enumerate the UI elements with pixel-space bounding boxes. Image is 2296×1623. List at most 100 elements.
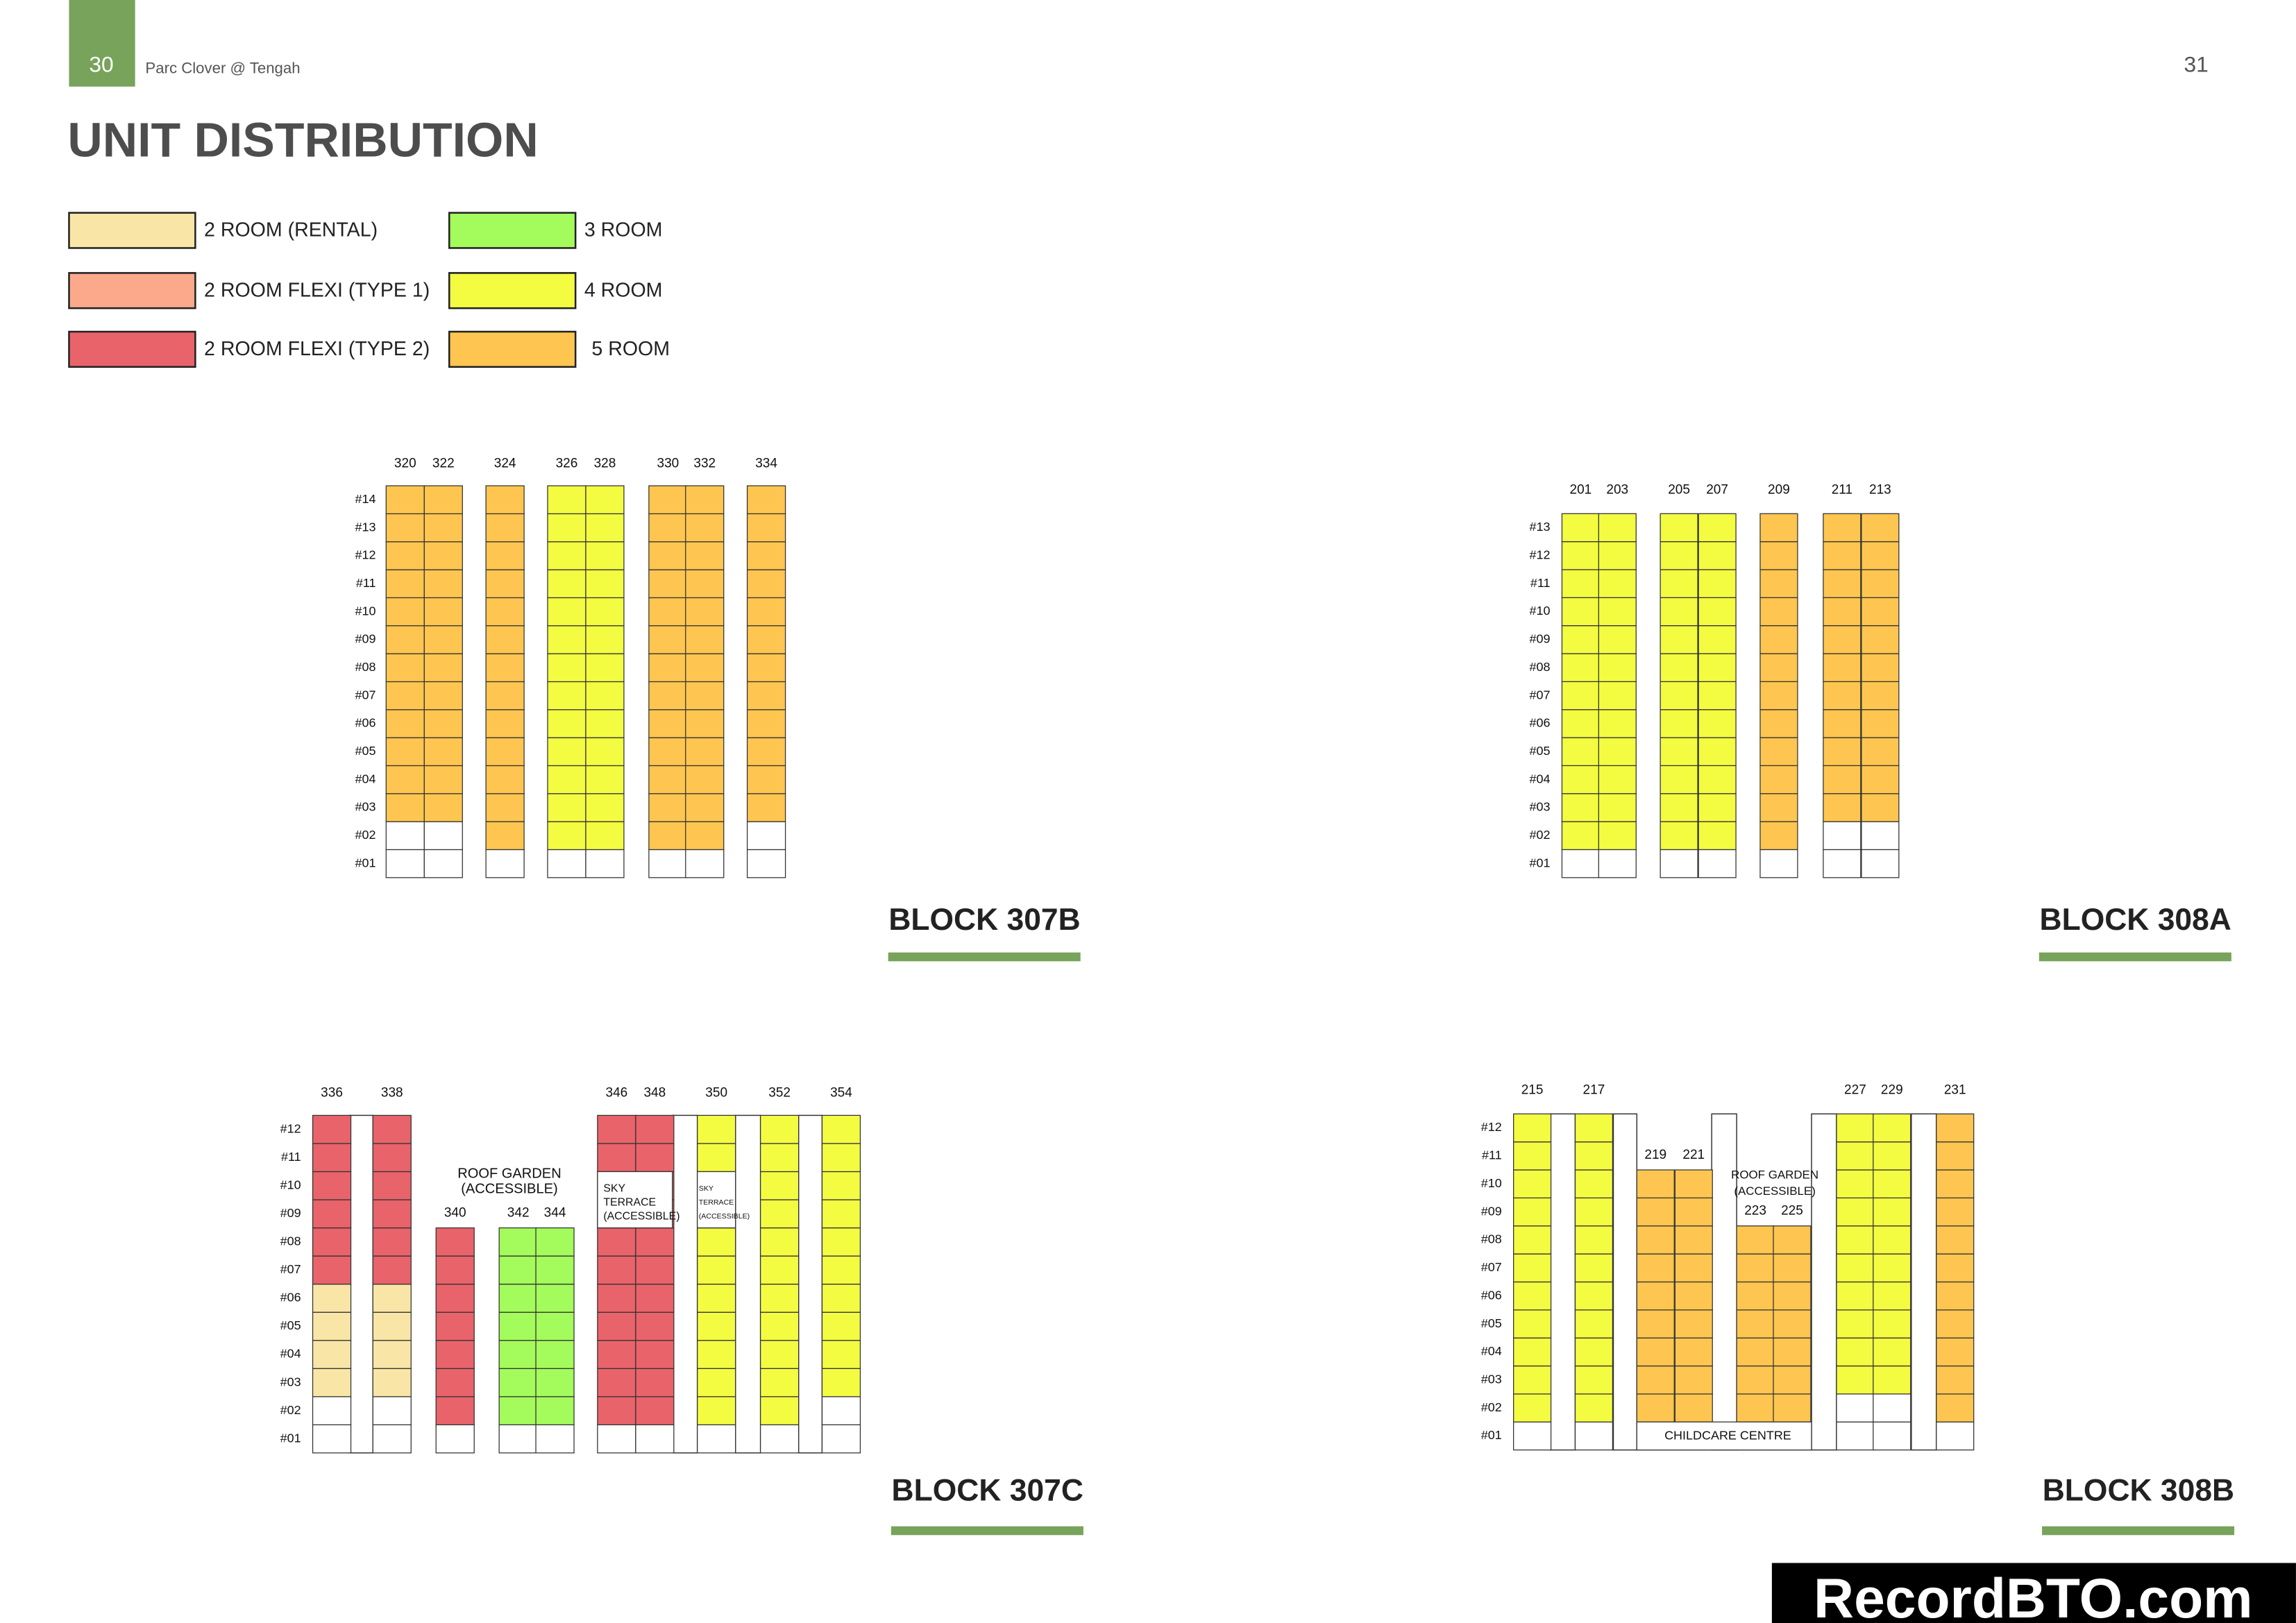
unit-number: 340 [444,1205,466,1220]
unit-cell [1861,625,1900,654]
unit-cell [423,541,463,570]
unit-cell [435,1284,475,1313]
unit-cell [485,765,525,794]
unit-cell [1660,541,1698,570]
unit-cell [1598,569,1637,598]
unit-cell [1773,1309,1812,1339]
unit-cell [1823,709,1862,738]
unit-cell [1598,821,1637,851]
unit-number: 344 [544,1205,566,1220]
floor-label: #06 [1530,716,1551,730]
unit-cell [821,1396,861,1425]
note-text: ROOF GARDEN [1731,1169,1818,1182]
unit-cell [1561,793,1601,822]
unit-cell [1873,1281,1911,1311]
unit-cell [1773,1337,1812,1367]
unit-cell [635,1368,675,1397]
unit-cell [648,653,688,683]
unit-cell [1561,849,1601,878]
unit-cell [1823,849,1862,878]
unit-cell [1736,1309,1775,1339]
unit-cell [760,1143,800,1173]
unit-cell [385,513,425,543]
unit-cell [547,513,586,543]
unit-cell [1759,709,1798,738]
unit-cell [485,849,525,878]
unit-cell [597,1424,636,1454]
block-title: BLOCK 307C [892,1474,1083,1508]
unit-cell [1561,569,1601,598]
unit-cell [635,1284,675,1313]
unit-cell [1936,1309,1975,1339]
unit-cell [1574,1197,1614,1227]
void-column [1612,1113,1638,1451]
unit-cell [535,1284,575,1313]
unit-cell [1861,541,1900,570]
unit-number: 215 [1521,1082,1544,1097]
unit-cell [585,709,625,738]
unit-cell [547,709,586,738]
unit-cell [385,653,425,683]
floor-label: #01 [1481,1428,1502,1442]
block-title: BLOCK 308A [2040,903,2231,937]
unit-number: 209 [1768,482,1790,497]
unit-cell [746,737,786,767]
unit-cell [1736,1253,1775,1283]
unit-cell [1759,681,1798,711]
unit-cell [385,765,425,794]
unit-cell [1698,569,1737,598]
unit-cell [385,597,425,627]
brand: Parc Clover @ Tengah [145,59,300,76]
unit-cell [1736,1225,1775,1255]
unit-cell [635,1340,675,1369]
unit-cell [1561,681,1601,711]
unit-cell [821,1171,861,1200]
unit-cell [1759,541,1798,570]
unit-cell [1861,681,1900,711]
unit-cell [372,1143,412,1173]
unit-cell [648,569,688,599]
unit-cell [1598,793,1637,822]
page-title: UNIT DISTRIBUTION [67,113,538,167]
unit-cell [485,569,525,599]
unit-cell [1561,737,1601,767]
legend-label: 5 ROOM [591,338,670,360]
unit-cell [385,793,425,822]
unit-cell [547,849,586,878]
unit-cell [312,1396,352,1425]
floor-label: #03 [1481,1372,1502,1386]
unit-cell [1698,625,1737,654]
unit-cell [821,1424,861,1454]
unit-cell [498,1284,538,1313]
unit-cell [423,737,463,767]
note-text: CHILDCARE CENTRE [1664,1428,1791,1442]
unit-cell [1736,1365,1775,1395]
unit-cell [597,1396,636,1425]
unit-cell [423,793,463,822]
void-column [1711,1113,1737,1451]
unit-cell [1759,849,1798,878]
unit-cell [635,1255,675,1285]
unit-cell [1836,1393,1875,1422]
unit-cell [385,541,425,570]
unit-cell [485,821,525,851]
unit-cell [746,821,786,851]
unit-cell [1598,737,1637,767]
unit-cell [498,1227,538,1257]
unit-cell [1598,709,1637,738]
unit-cell [1561,625,1601,654]
unit-cell [585,849,625,878]
unit-cell [385,485,425,515]
note-box [597,1171,673,1229]
unit-cell [597,1114,636,1144]
unit-cell [498,1396,538,1425]
unit-cell [585,793,625,822]
unit-cell [746,709,786,738]
legend-swatch [68,212,196,249]
unit-cell [1698,737,1737,767]
unit-cell [697,1143,736,1173]
unit-cell [485,541,525,570]
floor-label: #07 [280,1262,301,1276]
unit-cell [1636,1393,1675,1422]
